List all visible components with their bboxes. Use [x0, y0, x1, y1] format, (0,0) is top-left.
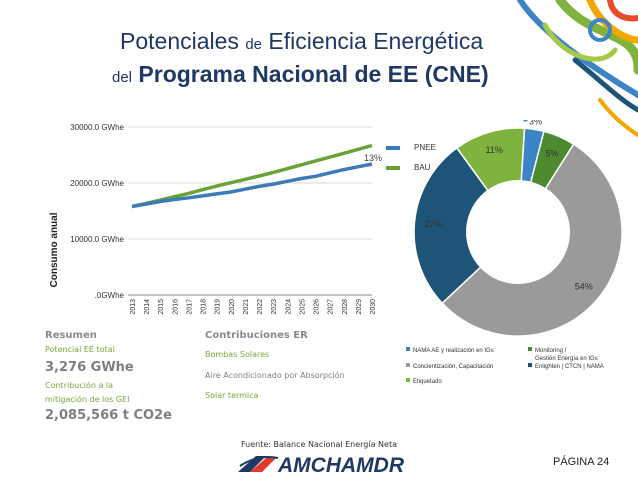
- pie-slice-value-label: 27%: [424, 219, 442, 229]
- pie-slice-value-label: 5%: [545, 149, 558, 159]
- pie-slice-value-label: 11%: [486, 145, 503, 155]
- slide-title-line1: Potenciales de Eficiencia Energética: [120, 28, 483, 55]
- pie-legend-swatch-3: [406, 363, 410, 367]
- pie-legend-swatch-1: [406, 347, 410, 351]
- x-tick-label: 2018: [201, 299, 208, 315]
- x-tick-label: 2019: [215, 299, 222, 315]
- x-tick-label: 2026: [314, 299, 321, 315]
- legend-label-bau: BAU: [414, 163, 431, 172]
- x-tick-label: 2029: [356, 299, 363, 315]
- mitigation-value: 2,085,566 t CO2e: [45, 408, 172, 423]
- savings-annotation: 13%: [364, 153, 382, 163]
- line-legend: PNEE BAU: [414, 143, 436, 172]
- x-tick-label: 2028: [342, 299, 349, 315]
- x-tick-label: 2013: [130, 299, 137, 315]
- pie-legend-swatch-2: [528, 347, 532, 351]
- donut-hole: [466, 180, 570, 284]
- title-word-eficiencia: Eficiencia Energética: [268, 28, 484, 54]
- pie-slice-value-label: 54%: [575, 281, 593, 291]
- mitigation-label-line1: Contribución a la: [45, 381, 114, 390]
- pie-slice-value-label: 3%: [529, 120, 542, 126]
- y-tick-label: 30000.0 GWhe: [70, 123, 124, 132]
- pie-legend-label-4: Enlighten | CTCN | NAMA: [535, 364, 604, 370]
- legend-swatch-pnee: [386, 146, 400, 150]
- contributions-heading: Contribuciones ER: [205, 330, 308, 341]
- x-tick-label: 2020: [229, 299, 236, 315]
- line-chart: Consumo anual .0GWhe 10000.0 GWhe 20000.0 …: [49, 123, 400, 315]
- pie-legend-label-2b: Gestión Energía en IGs: [535, 356, 598, 362]
- series-line-bau: [131, 143, 373, 209]
- logo-wordmark: AMCHAMDR: [278, 454, 404, 477]
- y-tick-label: 20000.0 GWhe: [70, 179, 124, 188]
- pie-legend-label-3: Concientización, Capacitación: [413, 364, 493, 370]
- mitigation-label: Contribución a la mitigación de los GEI: [45, 379, 155, 407]
- pie-legend-label-2a: Monitoring /: [535, 348, 567, 354]
- title-program-name: Programa Nacional de EE (CNE): [138, 61, 489, 87]
- x-tick-label: 2015: [158, 299, 165, 315]
- summary-heading: Resumen: [45, 330, 97, 341]
- contribution-item-2: Aire Acondicionado por Absorpción: [205, 371, 345, 380]
- pie-slice-label-marker: [523, 120, 528, 122]
- x-tick-label: 2017: [186, 299, 193, 315]
- y-tick-label: .0GWhe: [95, 291, 125, 300]
- slide-title-line2: del Programa Nacional de EE (CNE): [112, 61, 489, 88]
- y-axis-label: Consumo anual: [49, 212, 60, 287]
- pie-legend-label-5: Etiquetado: [413, 379, 442, 385]
- pie-legend-label-1: NAMA AE y realización en IGs: [413, 348, 494, 354]
- pie-legend-swatch-5: [406, 378, 410, 382]
- title-word-del: del: [112, 69, 133, 86]
- title-word-de: de: [245, 36, 262, 53]
- page-number: PÁGINA 24: [553, 456, 610, 468]
- logo-mark: [238, 456, 279, 472]
- x-tick-label: 2025: [299, 299, 306, 315]
- pie-legend-swatch-4: [528, 363, 532, 367]
- x-tick-label: 2021: [243, 299, 250, 315]
- x-tick-label: 2014: [144, 299, 151, 315]
- x-tick-label: 2022: [257, 299, 264, 315]
- x-tick-label: 2024: [285, 299, 292, 315]
- x-tick-label: 2016: [172, 299, 179, 315]
- potential-value: 3,276 GWhe: [45, 360, 134, 375]
- x-tick-label: 2030: [370, 299, 377, 315]
- pie-slice-4: [413, 146, 519, 305]
- legend-label-pnee: PNEE: [414, 143, 436, 152]
- contribution-item-1: Bombas Solares: [205, 350, 270, 359]
- y-tick-label: 10000.0 GWhe: [70, 235, 124, 244]
- x-tick-label: 2023: [271, 299, 278, 315]
- x-tick-label: 2027: [328, 299, 335, 315]
- source-note: Fuente: Balance Nacional Energía Neta: [241, 440, 397, 449]
- mitigation-label-line2: mitigación de los GEI: [45, 395, 130, 404]
- donut-chart: 3% 5% 54% 27% 11%: [413, 120, 623, 337]
- title-word-potenciales: Potenciales: [120, 28, 239, 54]
- donut-legend: NAMA AE y realización en IGs Monitoring …: [406, 347, 604, 385]
- potential-label: Potencial EE total: [45, 345, 115, 354]
- contribution-item-3: Solar termica: [205, 391, 259, 400]
- legend-swatch-bau: [386, 166, 400, 170]
- series-line-pnee: [131, 162, 373, 209]
